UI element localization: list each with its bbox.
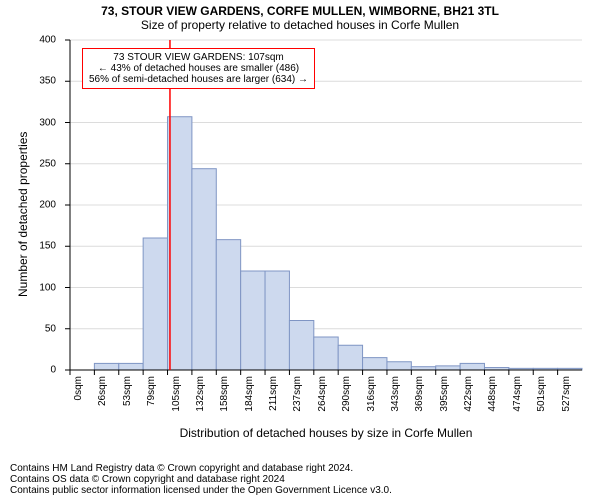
y-tick-label: 50 xyxy=(0,323,56,334)
histogram-bar xyxy=(168,117,192,370)
x-tick-label: 264sqm xyxy=(317,376,328,412)
y-tick-label: 150 xyxy=(0,241,56,252)
y-tick-label: 200 xyxy=(0,200,56,211)
y-tick-label: 0 xyxy=(0,365,56,376)
y-axis-ticks: 050100150200250300350400 xyxy=(0,40,56,370)
annotation-line-2: ← 43% of detached houses are smaller (48… xyxy=(89,63,308,74)
histogram-bar xyxy=(289,321,313,371)
chart-area: Number of detached properties05010015020… xyxy=(0,40,600,446)
x-tick-label: 501sqm xyxy=(536,376,547,412)
x-tick-label: 26sqm xyxy=(97,376,108,406)
x-tick-label: 211sqm xyxy=(268,376,279,411)
x-tick-label: 53sqm xyxy=(122,376,133,406)
histogram-bar xyxy=(241,271,265,370)
y-tick-label: 350 xyxy=(0,76,56,87)
histogram-bar xyxy=(314,337,338,370)
x-tick-label: 527sqm xyxy=(561,376,572,412)
annotation-line-3: 56% of semi-detached houses are larger (… xyxy=(89,74,308,85)
histogram-bar xyxy=(216,240,240,370)
x-tick-label: 184sqm xyxy=(244,376,255,412)
x-tick-label: 369sqm xyxy=(414,376,425,412)
y-tick-label: 400 xyxy=(0,35,56,46)
histogram-bar xyxy=(265,271,289,370)
x-tick-label: 0sqm xyxy=(73,376,84,400)
x-tick-label: 105sqm xyxy=(171,376,182,412)
x-tick-label: 316sqm xyxy=(366,376,377,412)
histogram-bar xyxy=(94,363,118,370)
footer-line-2: Contains OS data © Crown copyright and d… xyxy=(10,474,600,485)
histogram-bar xyxy=(436,366,460,370)
footer-line-1: Contains HM Land Registry data © Crown c… xyxy=(10,463,600,474)
x-tick-label: 422sqm xyxy=(463,376,474,412)
x-tick-label: 474sqm xyxy=(512,376,523,412)
x-tick-label: 448sqm xyxy=(487,376,498,412)
chart-title-line1: 73, STOUR VIEW GARDENS, CORFE MULLEN, WI… xyxy=(0,4,600,18)
histogram-bar xyxy=(192,169,216,370)
chart-title-line2: Size of property relative to detached ho… xyxy=(0,18,600,32)
attribution-footer: Contains HM Land Registry data © Crown c… xyxy=(0,459,600,500)
histogram-bar xyxy=(460,363,484,370)
chart-plot xyxy=(70,40,582,370)
chart-title-block: 73, STOUR VIEW GARDENS, CORFE MULLEN, WI… xyxy=(0,0,600,44)
y-tick-label: 300 xyxy=(0,117,56,128)
x-tick-label: 237sqm xyxy=(292,376,303,412)
x-tick-label: 343sqm xyxy=(390,376,401,412)
x-tick-label: 158sqm xyxy=(219,376,230,412)
x-axis-label: Distribution of detached houses by size … xyxy=(70,426,582,440)
histogram-bar xyxy=(119,363,143,370)
y-tick-label: 250 xyxy=(0,158,56,169)
y-tick-label: 100 xyxy=(0,282,56,293)
histogram-bar xyxy=(338,345,362,370)
x-tick-label: 79sqm xyxy=(146,376,157,406)
histogram-bar xyxy=(143,238,167,370)
x-tick-label: 395sqm xyxy=(439,376,450,412)
histogram-bar xyxy=(387,362,411,370)
x-tick-label: 132sqm xyxy=(195,376,206,412)
x-axis-ticks: 0sqm 26sqm 53sqm 79sqm 105sqm 132sqm 158sqm 184… xyxy=(70,376,582,432)
x-tick-label: 290sqm xyxy=(341,376,352,412)
footer-line-3: Contains public sector information licen… xyxy=(10,485,600,496)
annotation-line-1: 73 STOUR VIEW GARDENS: 107sqm xyxy=(89,52,308,63)
histogram-bar xyxy=(363,358,387,370)
property-annotation: 73 STOUR VIEW GARDENS: 107sqm← 43% of de… xyxy=(82,48,315,89)
